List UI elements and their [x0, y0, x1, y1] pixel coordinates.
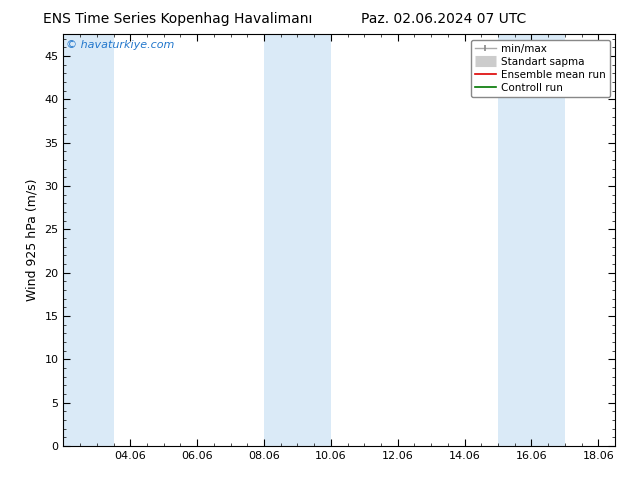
Y-axis label: Wind 925 hPa (m/s): Wind 925 hPa (m/s)	[26, 179, 39, 301]
Bar	[63, 34, 113, 446]
Text: © havaturkiye.com: © havaturkiye.com	[66, 41, 174, 50]
Bar	[264, 34, 331, 446]
Text: Paz. 02.06.2024 07 UTC: Paz. 02.06.2024 07 UTC	[361, 12, 526, 26]
Bar	[498, 34, 565, 446]
Text: ENS Time Series Kopenhag Havalimanı: ENS Time Series Kopenhag Havalimanı	[43, 12, 312, 26]
Legend: min/max, Standart sapma, Ensemble mean run, Controll run: min/max, Standart sapma, Ensemble mean r…	[470, 40, 610, 97]
